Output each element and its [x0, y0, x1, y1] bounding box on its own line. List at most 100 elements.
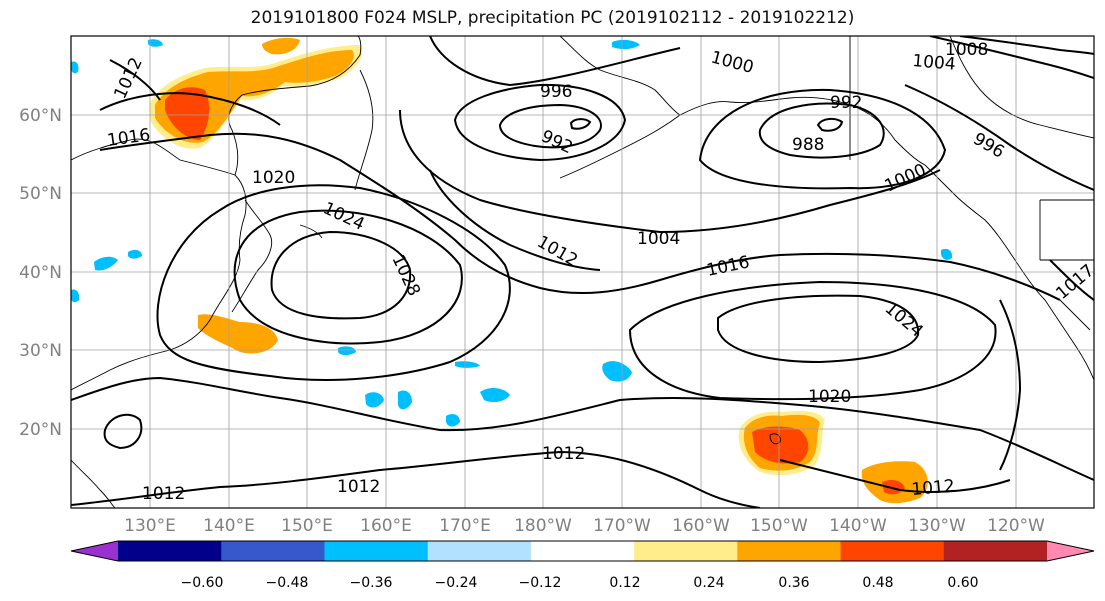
longitude-labels: 130°E 140°E 150°E 160°E 170°E 180°W 170°… [124, 516, 1045, 536]
coastline [299, 224, 323, 239]
isobar [816, 117, 844, 132]
colorbar-tick-label: −0.48 [266, 575, 309, 591]
isobar-label: 1004 [637, 229, 680, 249]
lat-label: 40°N [19, 263, 62, 283]
isobar [698, 88, 947, 190]
figure-title: 2019101800 F024 MSLP, precipitation PC (… [250, 8, 855, 28]
colorbar-segment [530, 541, 635, 561]
isobar-label: 988 [792, 135, 824, 155]
coastline [769, 433, 781, 445]
colorbar-extend-high [1047, 541, 1094, 561]
isobar-label: 1012 [337, 477, 380, 497]
lon-label: 140°W [829, 516, 887, 536]
isobar [429, 36, 681, 87]
isobar [429, 169, 601, 271]
isobar [99, 92, 281, 126]
colorbar-segments [71, 541, 1094, 561]
precip-negative-region [94, 256, 118, 271]
precip-negative-region [128, 249, 142, 259]
isobar-label: 1004 [912, 51, 957, 75]
colorbar-tick-label: 0.48 [862, 575, 893, 591]
isobar-label: 1020 [252, 168, 295, 188]
isobar-label: 1012 [542, 444, 585, 464]
isobar [758, 102, 885, 159]
colorbar-tick-label: −0.36 [350, 575, 393, 591]
coastline [71, 459, 116, 508]
lon-label: 120°W [987, 516, 1045, 536]
isobar [929, 36, 1094, 79]
colorbar-tick-label: −0.60 [181, 575, 224, 591]
isobar [71, 376, 1094, 481]
precip-negative-region [941, 248, 953, 260]
precip-negative-region [338, 346, 356, 355]
lon-label: 160°E [360, 516, 412, 536]
colorbar-segment [737, 541, 842, 561]
latitude-labels: 20°N 30°N 40°N 50°N 60°N [19, 106, 62, 440]
precip-positive-region [262, 37, 300, 55]
colorbar-segment [840, 541, 945, 561]
precip-negative-region [365, 392, 384, 408]
coastline [1039, 199, 1094, 261]
isobar [569, 118, 592, 130]
lat-label: 20°N [19, 420, 62, 440]
precip-negative-region [446, 414, 460, 427]
isobar-label: 1012 [911, 476, 956, 500]
lon-label: 170°W [593, 516, 651, 536]
precip-negative-region [612, 39, 640, 50]
isobar [717, 294, 920, 364]
precip-negative-region [71, 61, 79, 74]
coastline [559, 114, 681, 179]
isobar [453, 83, 627, 162]
isobar-label: 992 [830, 93, 862, 113]
map-frame [70, 35, 1095, 509]
lon-label: 180°W [514, 516, 572, 536]
colorbar: −0.60 −0.48 −0.36 −0.24 −0.12 0.12 0.24 … [70, 540, 1095, 591]
isobar-label: 1008 [945, 40, 988, 60]
lat-label: 30°N [19, 341, 62, 361]
precip-negative-region [398, 390, 412, 410]
coastline [949, 36, 1094, 139]
lon-label: 160°W [672, 516, 730, 536]
lon-label: 170°E [439, 516, 491, 536]
colorbar-tick-labels: −0.60 −0.48 −0.36 −0.24 −0.12 0.12 0.24 … [181, 575, 979, 591]
isobar [498, 103, 602, 149]
precip-negative-region [148, 39, 163, 47]
coastlines [71, 36, 1094, 508]
coastline [1059, 299, 1091, 331]
isobar [628, 280, 997, 401]
lon-label: 150°E [281, 516, 333, 536]
colorbar-extend-low [71, 541, 118, 561]
colorbar-tick-label: 0.36 [778, 575, 809, 591]
colorbar-segment [634, 541, 738, 561]
isobar [156, 184, 511, 381]
colorbar-segment [324, 541, 429, 561]
precip-negative-region [480, 388, 510, 403]
isobar-label: 996 [540, 82, 572, 102]
isobar [71, 450, 761, 508]
precip-positive-region [752, 426, 809, 464]
coastline [559, 36, 1094, 381]
isobar [1049, 259, 1094, 301]
isobar [399, 109, 941, 234]
colorbar-tick-label: 0.60 [947, 575, 978, 591]
lon-label: 130°W [908, 516, 966, 536]
isobar [233, 209, 463, 345]
colorbar-tick-label: 0.12 [609, 575, 640, 591]
isobar [270, 230, 412, 320]
isobar [99, 132, 1061, 301]
lon-label: 140°E [203, 516, 255, 536]
isobar [959, 36, 1094, 55]
lon-label: 150°W [750, 516, 808, 536]
graticule [71, 36, 1094, 508]
colorbar-tick-label: −0.24 [435, 575, 478, 591]
colorbar-segment [118, 541, 222, 561]
colorbar-segment [221, 541, 325, 561]
lon-label: 130°E [124, 516, 176, 536]
isobar [779, 459, 1011, 493]
isobar [109, 59, 161, 101]
lat-label: 60°N [19, 106, 62, 126]
colorbar-tick-label: −0.12 [519, 575, 562, 591]
isobar [999, 299, 1022, 471]
lat-label: 50°N [19, 184, 62, 204]
